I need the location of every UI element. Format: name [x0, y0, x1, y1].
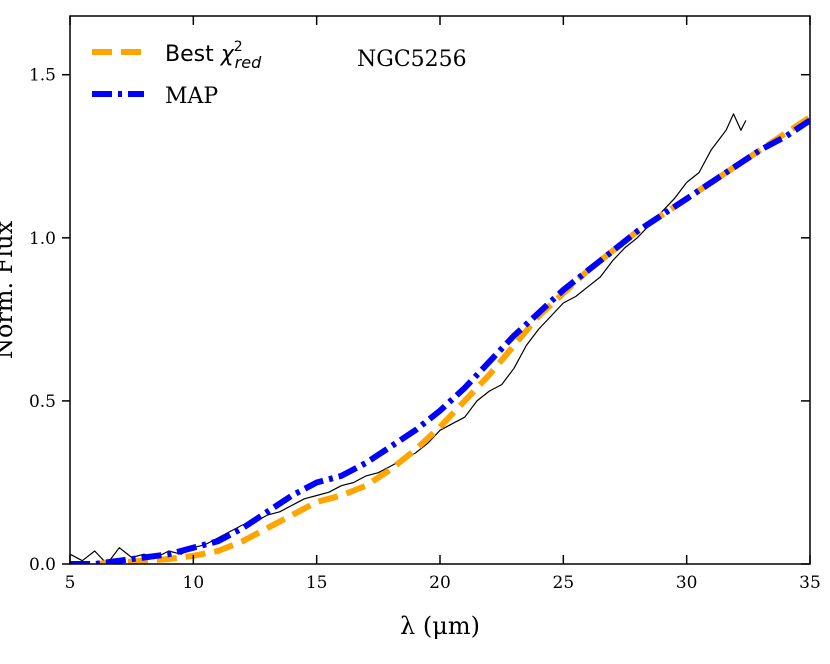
- x-tick-label: 20: [429, 573, 451, 593]
- legend: Best χ2 red MAP: [92, 39, 262, 109]
- y-axis-label: Norm. Flux: [0, 220, 18, 359]
- x-tick-label: 25: [553, 573, 575, 593]
- y-tick-label: 1.5: [29, 66, 56, 86]
- y-tick-label: 0.0: [29, 555, 56, 575]
- legend-label-best-chi2: Best χ2 red: [165, 39, 262, 72]
- x-tick-label: 30: [676, 573, 698, 593]
- x-tick-label: 15: [306, 573, 328, 593]
- galaxy-annotation: NGC5256: [357, 47, 467, 72]
- x-axis-label: λ (μm): [400, 612, 480, 640]
- x-tick-label: 5: [65, 573, 76, 593]
- series-line-best-chi2: [70, 114, 810, 564]
- y-tick-label: 1.0: [29, 229, 56, 249]
- series-line-observed-spectrum: [70, 113, 747, 564]
- x-tick-label: 10: [183, 573, 205, 593]
- series-line-map: [70, 117, 810, 564]
- y-tick-label: 0.5: [29, 392, 56, 412]
- x-tick-label: 35: [799, 573, 821, 593]
- legend-label-map: MAP: [165, 84, 218, 109]
